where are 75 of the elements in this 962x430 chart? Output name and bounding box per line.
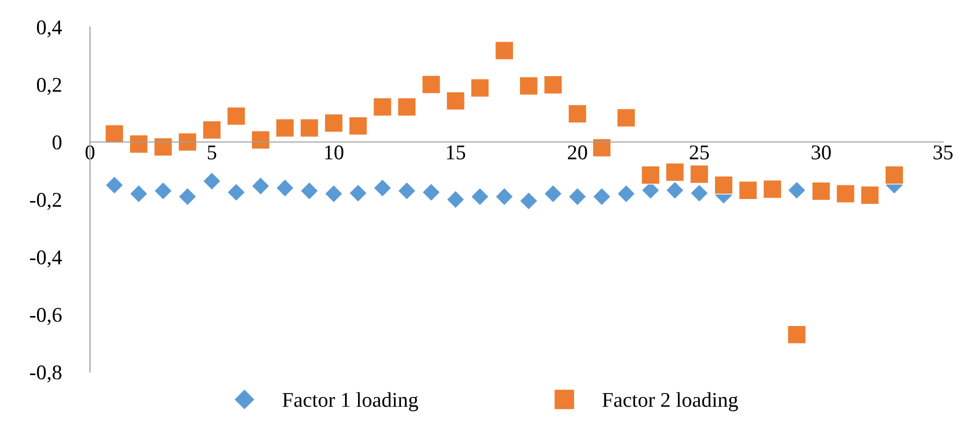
point	[519, 76, 538, 96]
point	[616, 108, 636, 128]
point	[738, 180, 758, 200]
point	[763, 180, 782, 199]
point	[884, 166, 904, 184]
point	[616, 184, 636, 203]
point	[397, 98, 416, 116]
point	[666, 181, 684, 200]
y-tick-label: -0,4	[30, 250, 62, 268]
y-tick-label: 0	[52, 135, 62, 150]
x-tick-label: 25	[690, 145, 709, 160]
legend-label: Factor 2 loading	[602, 392, 738, 412]
x-tick-label: 20	[568, 145, 588, 160]
point	[373, 98, 392, 116]
x-tick-label: 35	[934, 145, 953, 160]
point	[568, 104, 587, 124]
point	[666, 162, 684, 182]
point	[130, 184, 148, 203]
point	[592, 138, 612, 158]
point	[373, 178, 392, 198]
point	[348, 184, 368, 202]
point	[446, 92, 465, 110]
point	[227, 183, 246, 202]
point	[129, 134, 148, 154]
point	[104, 124, 124, 144]
point	[860, 186, 880, 205]
point	[641, 166, 660, 184]
x-tick-label: 0	[86, 145, 94, 160]
point	[422, 75, 441, 94]
x-tick-label: 10	[325, 145, 344, 160]
y-tick-label: -0,6	[30, 308, 62, 325]
legend-label: Factor 1 loading	[282, 392, 418, 412]
y-tick-label: -0,8	[30, 365, 62, 382]
point	[592, 187, 611, 206]
point	[324, 114, 344, 132]
point	[300, 182, 319, 200]
x-tick-label: 15	[446, 145, 466, 160]
point	[495, 187, 514, 206]
point	[324, 184, 343, 203]
point	[446, 190, 465, 209]
point	[812, 182, 831, 201]
point	[470, 187, 490, 206]
point	[178, 132, 197, 152]
point	[276, 118, 294, 138]
point	[787, 325, 806, 344]
y-tick-label: 0,2	[36, 78, 62, 95]
point	[251, 176, 270, 196]
point	[398, 182, 416, 200]
point	[470, 78, 490, 98]
point	[788, 181, 806, 200]
point	[276, 178, 294, 198]
point	[836, 184, 855, 204]
point	[544, 184, 562, 203]
point	[568, 187, 587, 206]
point	[202, 120, 222, 140]
point	[202, 172, 222, 190]
point	[154, 138, 172, 156]
point	[519, 192, 538, 210]
point	[494, 41, 514, 60]
x-tick-label: 30	[812, 145, 831, 160]
point	[154, 182, 172, 200]
point	[105, 176, 124, 194]
y-tick-label: -0,2	[30, 192, 62, 210]
point	[178, 187, 197, 206]
y-tick-label: 0,4	[36, 20, 62, 38]
point	[714, 176, 734, 195]
point	[422, 183, 440, 202]
point	[251, 130, 270, 150]
point	[544, 75, 562, 94]
point	[690, 184, 708, 202]
x-tick-label: 5	[208, 146, 216, 160]
point	[300, 118, 319, 138]
point	[226, 106, 246, 126]
point	[348, 116, 368, 136]
point	[690, 164, 709, 184]
